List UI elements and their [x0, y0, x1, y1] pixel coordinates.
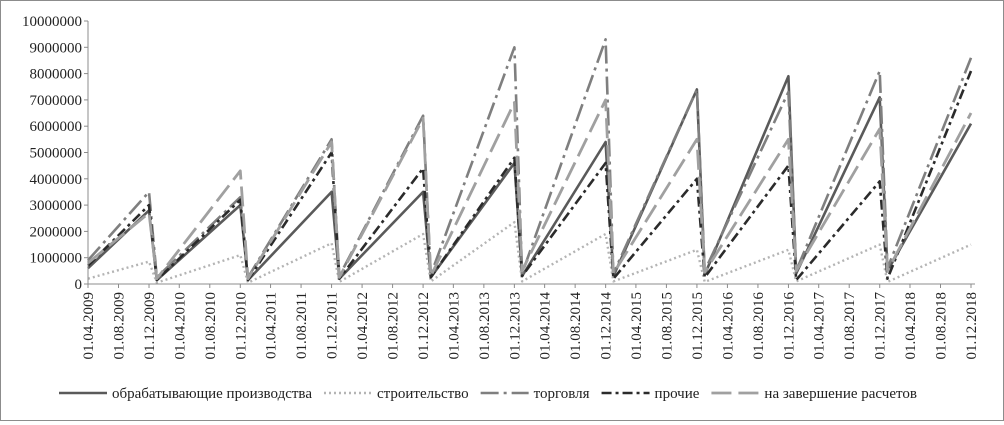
- x-tick-label: 01.04.2012: [355, 292, 371, 360]
- series-lines: [87, 38, 973, 284]
- x-tick-label: 01.08.2017: [842, 292, 858, 360]
- x-tick-label: 01.04.2017: [812, 292, 828, 360]
- x-tick-label: 01.08.2013: [477, 292, 493, 360]
- x-tick-label: 01.04.2015: [629, 292, 645, 360]
- legend: обрабатывающие производства строительство…: [59, 386, 917, 402]
- x-tick-label: 01.12.2018: [964, 292, 980, 360]
- y-tick-label: 4000000: [30, 172, 83, 188]
- x-tick-label: 01.04.2014: [538, 292, 554, 360]
- y-tick-label: 5000000: [30, 146, 83, 162]
- series-line: [87, 98, 973, 281]
- y-tick-label: 1000000: [30, 251, 83, 267]
- series-line: [87, 70, 973, 282]
- series-line: [87, 220, 972, 284]
- x-tick-label: 01.08.2012: [386, 292, 402, 360]
- legend-label: обрабатывающие производства: [112, 386, 312, 402]
- x-tick-label: 01.12.2011: [325, 292, 341, 359]
- x-tick-label: 01.12.2013: [507, 292, 523, 360]
- x-tick-label: 01.04.2013: [446, 292, 462, 360]
- y-tick-label: 9000000: [30, 40, 83, 56]
- legend-label: торговля: [534, 386, 590, 402]
- x-tick-label: 01.04.2011: [264, 292, 280, 359]
- x-tick-label: 01.08.2011: [294, 292, 310, 359]
- series-line: [87, 38, 973, 279]
- x-axis-ticks: 01.04.2009 01.08.2009 01.12.2009 01.04.2010…: [81, 284, 980, 360]
- y-axis-ticks: 0 1000000 2000000 3000000 4000000 5000000 6000…: [22, 14, 88, 293]
- x-tick-label: 01.08.2009: [112, 292, 128, 360]
- x-tick-label: 01.12.2010: [233, 292, 249, 360]
- legend-label: строительство: [377, 386, 469, 402]
- x-tick-label: 01.08.2015: [659, 292, 675, 360]
- y-tick-label: 10000000: [22, 14, 82, 30]
- series-line: [87, 74, 973, 282]
- x-tick-label: 01.04.2010: [172, 292, 188, 360]
- y-tick-label: 3000000: [30, 198, 83, 214]
- x-tick-label: 01.04.2018: [903, 292, 919, 360]
- y-tick-label: 0: [75, 277, 83, 293]
- x-tick-label: 01.04.2016: [720, 292, 736, 360]
- x-tick-label: 01.12.2015: [690, 292, 706, 360]
- x-tick-label: 01.12.2014: [599, 292, 615, 360]
- x-tick-label: 01.04.2009: [81, 292, 97, 360]
- y-tick-label: 8000000: [30, 67, 83, 83]
- y-tick-label: 6000000: [30, 119, 83, 135]
- x-tick-label: 01.08.2018: [933, 292, 949, 360]
- x-tick-label: 01.12.2012: [416, 292, 432, 360]
- x-tick-label: 01.12.2016: [781, 292, 797, 360]
- x-tick-label: 01.08.2016: [751, 292, 767, 360]
- x-tick-label: 01.08.2014: [568, 292, 584, 360]
- y-tick-label: 7000000: [30, 93, 83, 109]
- legend-label: на завершение расчетов: [764, 386, 917, 402]
- x-tick-label: 01.12.2009: [142, 292, 158, 360]
- legend-label: прочие: [655, 386, 700, 402]
- x-tick-label: 01.08.2010: [203, 292, 219, 360]
- y-tick-label: 2000000: [30, 224, 83, 240]
- x-tick-label: 01.12.2017: [873, 292, 889, 360]
